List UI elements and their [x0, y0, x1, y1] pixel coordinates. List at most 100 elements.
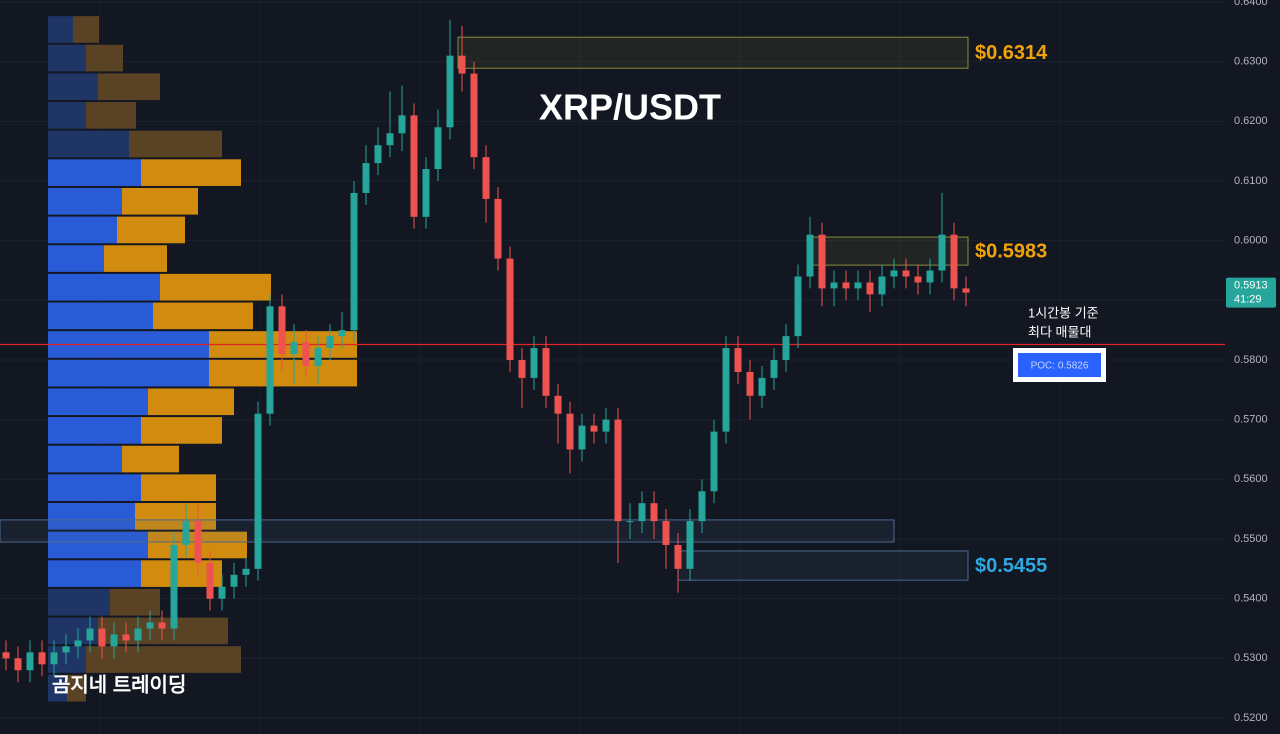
- profile-buy: [48, 674, 67, 702]
- candle-body: [182, 521, 190, 545]
- profile-buy: [48, 503, 135, 530]
- candle-body: [566, 413, 574, 450]
- profile-sell: [135, 503, 216, 530]
- candle-body: [230, 574, 238, 587]
- candle-body: [770, 360, 778, 378]
- profile-buy: [48, 73, 98, 101]
- profile-sell: [209, 359, 357, 387]
- profile-sell: [110, 588, 160, 616]
- y-tick-label: 0.5200: [1234, 712, 1268, 724]
- profile-buy: [48, 359, 209, 387]
- y-tick-label: 0.6100: [1234, 175, 1268, 187]
- candle-body: [254, 413, 262, 569]
- candle-body: [530, 348, 538, 378]
- candle-body: [302, 342, 310, 366]
- candle-body: [14, 658, 22, 671]
- profile-buy: [48, 130, 129, 158]
- candle-body: [794, 276, 802, 337]
- profile-buy: [48, 159, 141, 186]
- poc-box: [1018, 353, 1101, 377]
- zones: [0, 36, 1225, 581]
- candle-body: [746, 371, 754, 396]
- candle-body: [278, 306, 286, 355]
- profile-sell: [122, 445, 179, 473]
- profile-buy: [48, 474, 141, 502]
- zone-label: $0.5983: [975, 240, 1047, 262]
- candle-body: [686, 521, 694, 569]
- candle-body: [638, 503, 646, 522]
- chart-title: XRP/USDT: [539, 87, 721, 128]
- candle-body: [542, 348, 550, 396]
- candle-body: [950, 234, 958, 289]
- profile-sell: [86, 646, 241, 673]
- candle-body: [674, 544, 682, 569]
- profile-buy: [48, 417, 141, 444]
- candle-body: [386, 133, 394, 146]
- profile-buy: [48, 44, 86, 72]
- candle-body: [554, 395, 562, 414]
- candles: [2, 19, 970, 683]
- price-tag-value: 0.5913: [1234, 279, 1268, 291]
- candle-body: [74, 640, 82, 647]
- poc-note: 최다 매물대: [1028, 324, 1091, 339]
- candle-body: [98, 628, 106, 647]
- profile-sell: [98, 73, 160, 101]
- candle-body: [62, 646, 70, 653]
- profile-sell: [141, 474, 216, 502]
- candle-body: [902, 270, 910, 277]
- profile-sell: [148, 388, 234, 416]
- candle-body: [722, 348, 730, 432]
- candle-body: [734, 348, 742, 372]
- profile-sell: [73, 16, 99, 43]
- volume-profile: [48, 16, 357, 702]
- candle-body: [938, 234, 946, 271]
- candle-body: [830, 282, 838, 289]
- candle-body: [26, 652, 34, 671]
- candle-body: [878, 276, 886, 295]
- profile-buy: [48, 302, 153, 330]
- y-tick-label: 0.6300: [1234, 56, 1268, 68]
- profile-buy: [48, 560, 141, 587]
- candle-body: [146, 622, 154, 629]
- candle-body: [698, 491, 706, 522]
- profile-sell: [104, 245, 167, 272]
- candle-body: [134, 628, 142, 641]
- y-tick-label: 0.5400: [1234, 593, 1268, 605]
- candle-body: [86, 628, 94, 641]
- candle-body: [218, 586, 226, 599]
- profile-buy: [48, 588, 110, 616]
- candle-body: [506, 258, 514, 360]
- watermark: 곰지네 트레이딩: [52, 673, 186, 696]
- candle-body: [326, 336, 334, 349]
- candle-body: [314, 348, 322, 366]
- y-tick-label: 0.6000: [1234, 235, 1268, 247]
- candle-body: [614, 419, 622, 522]
- profile-sell: [129, 130, 222, 158]
- candle-body: [578, 425, 586, 450]
- candle-body: [122, 634, 130, 641]
- profile-buy: [48, 531, 148, 559]
- candle-body: [350, 192, 358, 331]
- profile-buy: [48, 102, 86, 129]
- candle-body: [782, 336, 790, 360]
- candle-body: [818, 234, 826, 289]
- y-tick-label: 0.5600: [1234, 473, 1268, 485]
- profile-buy: [48, 16, 73, 43]
- candle-body: [362, 163, 370, 193]
- candle-body: [626, 521, 634, 523]
- candle-body: [374, 145, 382, 164]
- candle-body: [890, 270, 898, 277]
- profile-sell: [122, 187, 198, 215]
- candle-body: [650, 503, 658, 522]
- profile-sell: [86, 102, 136, 129]
- candle-body: [590, 425, 598, 432]
- candle-body: [434, 127, 442, 170]
- candle-body: [446, 55, 454, 128]
- candle-body: [962, 288, 970, 293]
- profile-buy: [48, 187, 122, 215]
- zone: [0, 519, 895, 543]
- candle-body: [242, 568, 250, 575]
- candle-body: [410, 115, 418, 217]
- zone: [457, 36, 969, 69]
